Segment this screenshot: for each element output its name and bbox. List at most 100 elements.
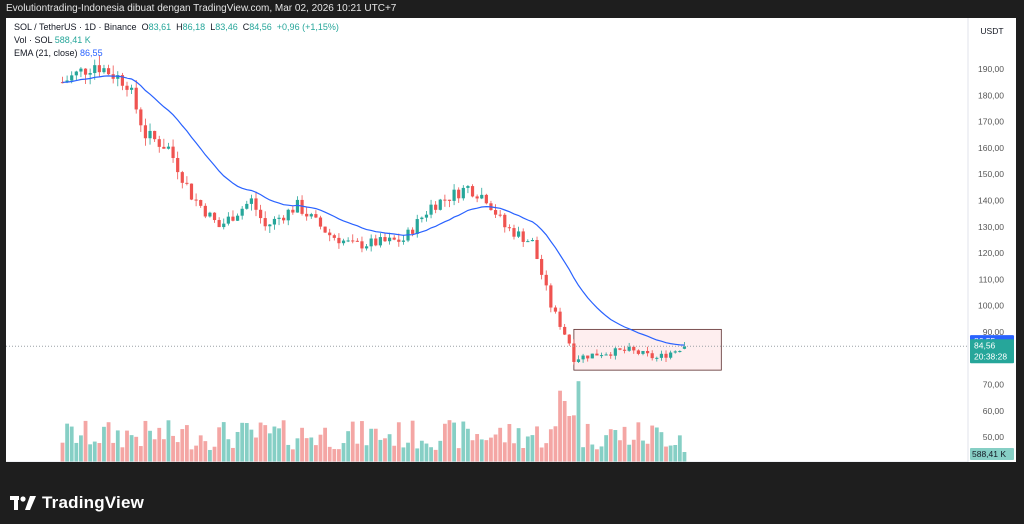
candle-body — [139, 109, 143, 126]
chart-panel[interactable]: USDT 190,00 180,00 170,00 160,00 150,00 140,00… — [6, 18, 1016, 462]
candle-body — [70, 75, 74, 81]
volume-bar — [456, 448, 461, 462]
candle-body — [93, 65, 97, 74]
candle-body — [493, 210, 498, 215]
candle-body — [650, 353, 654, 359]
volume-badge: 588,41 K — [970, 448, 1014, 460]
candle-body — [383, 237, 387, 242]
volume-bar — [438, 440, 443, 462]
volume-bar — [373, 428, 378, 462]
volume-bar — [645, 443, 650, 462]
candle-body — [604, 354, 608, 356]
legend-volume-row[interactable]: Vol · SOL 588,41 K — [14, 35, 91, 45]
legend-ema-row[interactable]: EMA (21, close) 86,55 — [14, 48, 103, 58]
volume-bar — [125, 430, 129, 462]
volume-bar — [507, 424, 512, 462]
price-tick-label: 150,00 — [978, 169, 1004, 179]
candle-body — [106, 68, 111, 75]
candle-body — [627, 346, 631, 351]
candle-body — [341, 240, 346, 244]
volume-bar — [180, 429, 185, 462]
price-axis: USDT 190,00 180,00 170,00 160,00 150,00 140,00… — [967, 18, 1014, 462]
candle-body — [194, 199, 198, 201]
candle-body — [65, 80, 69, 83]
volume-bar — [208, 449, 212, 462]
price-tick-label: 50,00 — [983, 432, 1005, 442]
candle-body — [452, 189, 456, 201]
candle-body — [116, 75, 120, 79]
candle-body — [88, 73, 92, 75]
volume-bar — [654, 427, 659, 462]
volume-bar — [466, 428, 470, 462]
candle-body — [659, 353, 664, 358]
volume-bar — [92, 441, 97, 462]
volume-bar — [535, 426, 539, 462]
candle-body — [240, 208, 244, 216]
last-price-badge-bg — [970, 339, 1014, 364]
volume-bar — [111, 442, 116, 462]
volume-bar — [553, 426, 558, 462]
candle-body — [176, 157, 180, 173]
volume-bar — [544, 443, 549, 462]
volume-bar — [401, 447, 406, 462]
candle-body — [480, 194, 484, 199]
volume-bar — [304, 438, 309, 462]
volume-bar — [134, 436, 139, 462]
volume-bar — [595, 449, 599, 462]
volume-bar — [240, 422, 245, 462]
volume-bar — [102, 426, 106, 462]
volume-bar — [470, 440, 475, 462]
volume-bar — [489, 437, 493, 462]
candle-body — [429, 204, 433, 215]
candle-countdown-text: 20:38:28 — [974, 351, 1007, 361]
volume-bar — [175, 442, 180, 462]
volume-bar — [263, 425, 268, 462]
volume-bar — [360, 421, 364, 462]
candle-body — [259, 209, 263, 219]
volume-bar — [631, 439, 636, 462]
volume-bar — [272, 426, 277, 462]
volume-bar — [581, 447, 585, 462]
candle-body — [415, 219, 419, 234]
volume-bar — [636, 422, 641, 462]
candle-body — [530, 240, 535, 242]
volume-bar — [516, 428, 521, 462]
candle-body — [295, 199, 300, 213]
candle-body — [586, 355, 590, 359]
volume-bar — [650, 425, 655, 462]
volume-bar — [212, 446, 217, 462]
volume-bar — [203, 441, 208, 462]
candle-body — [134, 87, 138, 110]
candle-body — [235, 215, 240, 221]
change-value: +0,96 (+1,15%) — [276, 22, 339, 32]
volume-bar — [277, 428, 281, 462]
candle-body — [374, 238, 378, 246]
candle-body — [212, 212, 217, 221]
volume-bar — [604, 435, 609, 462]
volume-bar — [571, 415, 576, 462]
candle-body — [581, 355, 585, 360]
volume-bar — [120, 447, 125, 462]
candle-body — [447, 199, 452, 201]
candle-body — [461, 187, 465, 199]
candle-body — [434, 204, 438, 210]
ema-line — [62, 75, 685, 346]
tradingview-logo[interactable]: TradingView — [10, 493, 144, 513]
volume-bar — [337, 449, 341, 462]
candle-body — [254, 198, 258, 210]
volume-bar — [461, 421, 466, 462]
price-chart[interactable]: USDT 190,00 180,00 170,00 160,00 150,00 140,00… — [6, 18, 1016, 462]
candle-body — [549, 285, 553, 308]
candle-body — [507, 227, 511, 229]
ema-value: 86,55 — [80, 48, 103, 58]
candle-body — [180, 172, 184, 183]
volume-bar — [442, 423, 447, 462]
volume-bar — [69, 426, 74, 462]
symbol-label[interactable]: SOL / TetherUS · 1D · Binance — [14, 22, 137, 32]
price-tick-label: 180,00 — [978, 90, 1004, 100]
volume-bar — [231, 447, 235, 462]
volume-bar — [194, 445, 199, 462]
price-tick-label: 100,00 — [978, 301, 1004, 311]
volume-bar — [539, 447, 544, 462]
candle-body — [378, 237, 382, 246]
